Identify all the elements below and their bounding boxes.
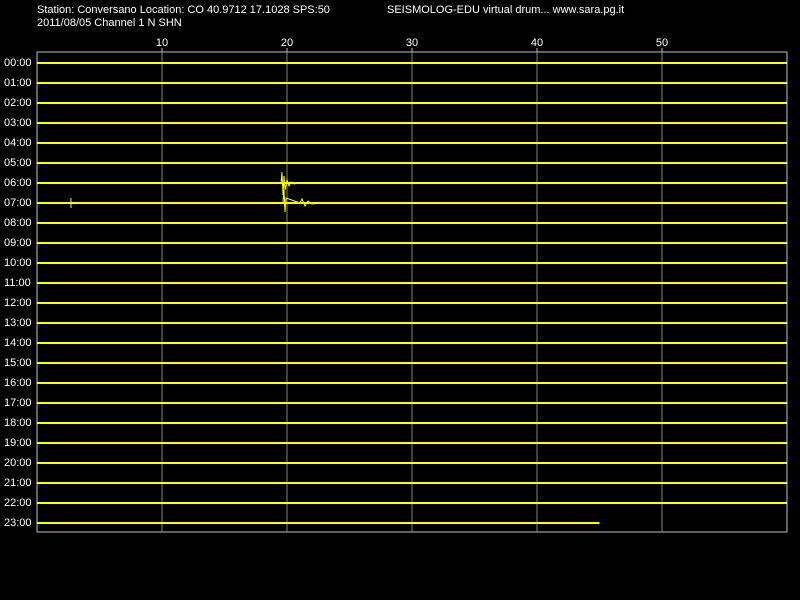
hour-label: 10:00	[4, 257, 32, 269]
chart-title: Station: Conversano Location: CO 40.9712…	[37, 4, 330, 16]
hour-label: 12:00	[4, 297, 32, 309]
hour-label: 15:00	[4, 357, 32, 369]
hour-label: 03:00	[4, 117, 32, 129]
x-tick-label: 30	[406, 37, 418, 49]
hour-label: 05:00	[4, 157, 32, 169]
hour-label: 20:00	[4, 457, 32, 469]
x-tick-label: 50	[656, 37, 668, 49]
event-waveform	[280, 171, 299, 196]
hour-label: 17:00	[4, 397, 32, 409]
source: SEISMOLOG-EDU virtual drum... www.sara.p…	[387, 4, 624, 16]
hour-label: 13:00	[4, 317, 32, 329]
event-waveform	[282, 189, 332, 213]
hour-label: 18:00	[4, 417, 32, 429]
marks: 10 20 30 40 50 00:00 01:00 02:00 03:00 04:00 05:00…	[4, 37, 787, 532]
hour-label: 00:00	[4, 57, 32, 69]
hour-label: 01:00	[4, 77, 32, 89]
x-tick-label: 40	[531, 37, 543, 49]
x-tick-label: 20	[281, 37, 293, 49]
chart-subtitle: 2011/08/05 Channel 1 N SHN	[37, 17, 182, 29]
hour-label: 11:00	[4, 277, 31, 289]
hour-label: 04:00	[4, 137, 32, 149]
hour-label: 07:00	[4, 197, 32, 209]
hour-label: 22:00	[4, 497, 32, 509]
hour-label: 06:00	[4, 177, 32, 189]
hour-label: 09:00	[4, 237, 32, 249]
hour-label: 02:00	[4, 97, 32, 109]
hour-label: 14:00	[4, 337, 32, 349]
x-tick-label: 10	[156, 37, 168, 49]
hour-label: 08:00	[4, 217, 32, 229]
hour-label: 19:00	[4, 437, 32, 449]
hour-label: 21:00	[4, 477, 32, 489]
hour-label: 16:00	[4, 377, 32, 389]
hour-label: 23:00	[4, 517, 32, 529]
